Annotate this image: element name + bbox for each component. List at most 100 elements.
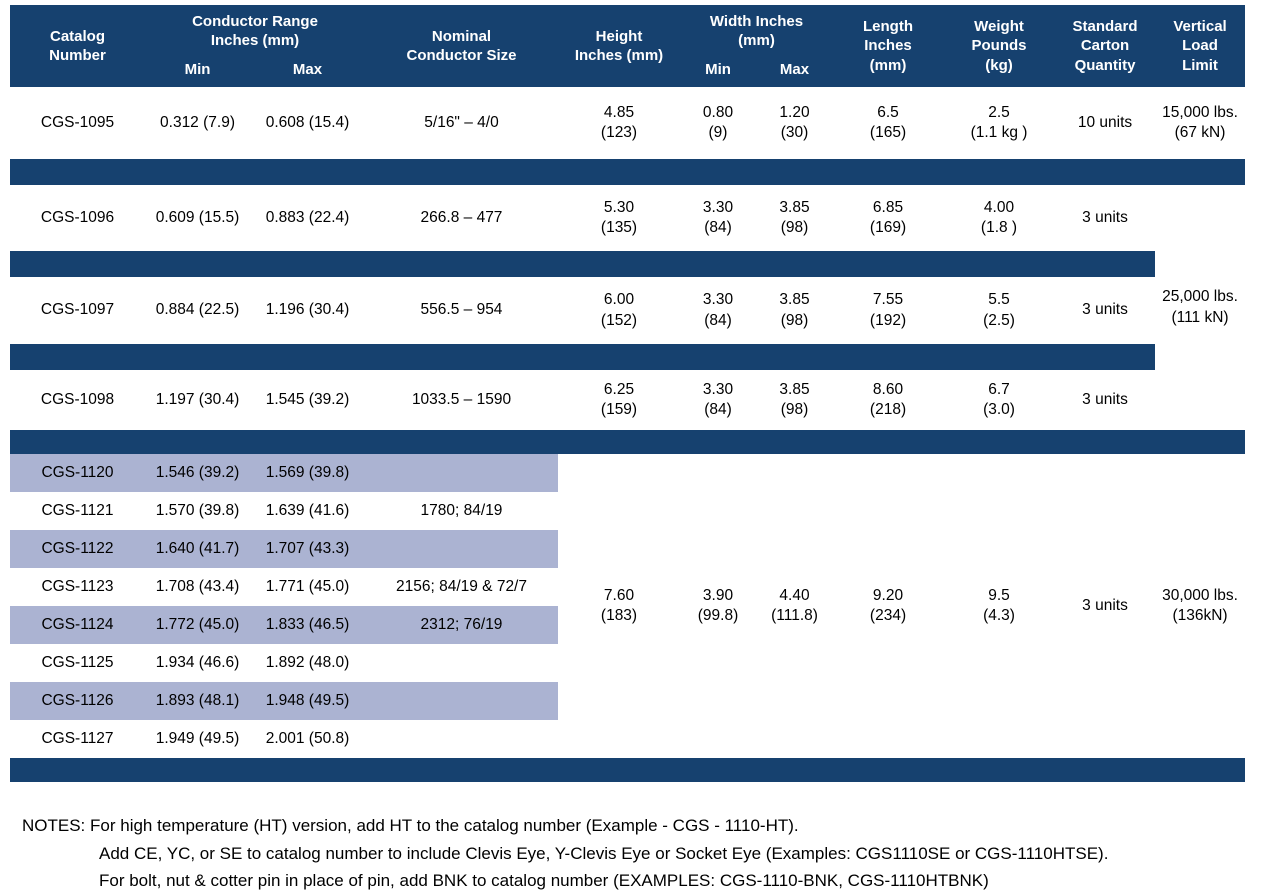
cell-width-max: 3.85 (98) [756,370,834,430]
cell-range-max: 1.196 (30.4) [250,277,365,344]
cell-height: 6.00 (152) [558,277,680,344]
cell-vertical-load: 15,000 lbs. (67 kN) [1155,87,1246,159]
cell-catalog: CGS-1123 [10,568,145,606]
cell-range-min: 1.546 (39.2) [145,454,250,492]
spec-table: Catalog Number Conductor Range Inches (m… [10,5,1246,782]
row-cgs-1122: CGS-1122 1.640 (41.7) 1.707 (43.3) [10,530,1245,568]
cell-carton: 3 units [1055,185,1156,251]
row-cgs-1120: CGS-1120 1.546 (39.2) 1.569 (39.8) 7.60 … [10,454,1246,758]
cell-length-merged: 9.20 (234) [833,454,944,758]
cell-range-max: 0.883 (22.4) [250,185,365,251]
cell-nominal [365,644,558,682]
cell-weight: 2.5 (1.1 kg ) [943,87,1056,159]
header-catalog-number: Catalog Number [10,5,145,87]
header-length: Length Inches (mm) [833,5,944,87]
cell-range-min: 1.934 (46.6) [145,644,250,682]
cell-nominal [365,454,558,492]
cell-width-min-merged: 3.90 (99.8) [680,454,756,758]
cell-height-merged: 7.60 (183) [558,454,680,758]
cell-nominal: 1033.5 – 1590 [365,370,558,430]
cell-carton: 3 units [1055,370,1156,430]
note-text: For high temperature (HT) version, add H… [90,816,799,835]
separator-bar [10,251,1156,277]
separator-bar [10,159,1246,185]
cell-range-min: 0.609 (15.5) [145,185,250,251]
cell-nominal: 2156; 84/19 & 72/7 [365,568,558,606]
cell-catalog: CGS-1125 [10,644,145,682]
header-range-min: Min [145,53,250,87]
row-cgs-1127: CGS-1127 1.949 (49.5) 2.001 (50.8) [10,720,1245,758]
cell-range-min: 1.708 (43.4) [145,568,250,606]
cell-catalog: CGS-1096 [10,185,145,251]
cell-length: 6.85 (169) [833,185,944,251]
cell-vertical-load-merged: 30,000 lbs. (136kN) [1155,454,1246,758]
notes-label: NOTES: [22,816,91,835]
cell-range-min: 1.949 (49.5) [145,720,250,758]
separator-bar [10,344,1156,370]
header-width: Width Inches (mm) [680,5,834,53]
cell-catalog: CGS-1098 [10,370,145,430]
cell-weight: 6.7 (3.0) [943,370,1056,430]
note-line-1: NOTES: For high temperature (HT) version… [22,812,1261,840]
cell-weight-merged: 9.5 (4.3) [943,454,1056,758]
header-vertical-load-limit: Vertical Load Limit [1155,5,1246,87]
cell-range-max: 1.771 (45.0) [250,568,365,606]
cell-vertical-load-merged: 25,000 lbs. (111 kN) [1155,185,1246,430]
cell-carton: 3 units [1055,277,1156,344]
table-body: CGS-1095 0.312 (7.9) 0.608 (15.4) 5/16" … [10,87,1246,782]
cell-range-min: 1.640 (41.7) [145,530,250,568]
cell-length: 6.5 (165) [833,87,944,159]
cell-range-max: 0.608 (15.4) [250,87,365,159]
cell-nominal [365,720,558,758]
cell-catalog: CGS-1122 [10,530,145,568]
cell-width-max-merged: 4.40 (111.8) [756,454,834,758]
row-cgs-1126: CGS-1126 1.893 (48.1) 1.948 (49.5) [10,682,1245,720]
separator-row [10,159,1246,185]
cell-weight: 5.5 (2.5) [943,277,1056,344]
header-nominal-conductor-size: Nominal Conductor Size [365,5,558,87]
header-row-groups: Catalog Number Conductor Range Inches (m… [10,5,1246,87]
row-cgs-1123: CGS-1123 1.708 (43.4) 1.771 (45.0) 2156;… [10,568,1245,606]
cell-catalog: CGS-1095 [10,87,145,159]
header-width-min: Min [680,53,756,87]
cell-height: 5.30 (135) [558,185,680,251]
note-line-3: For bolt, nut & cotter pin in place of p… [99,871,989,890]
cell-range-min: 0.884 (22.5) [145,277,250,344]
cell-height: 4.85 (123) [558,87,680,159]
row-cgs-1124: CGS-1124 1.772 (45.0) 1.833 (46.5) 2312;… [10,606,1245,644]
cell-range-min: 1.772 (45.0) [145,606,250,644]
row-cgs-1121: CGS-1121 1.570 (39.8) 1.639 (41.6) 1780;… [10,492,1245,530]
cell-width-min: 3.30 (84) [680,185,756,251]
cell-nominal: 5/16" – 4/0 [365,87,558,159]
notes: NOTES: For high temperature (HT) version… [22,812,1261,895]
cell-nominal: 2312; 76/19 [365,606,558,644]
cell-range-max: 1.948 (49.5) [250,682,365,720]
cell-carton: 10 units [1055,87,1156,159]
cell-nominal: 266.8 – 477 [365,185,558,251]
cell-width-min: 3.30 (84) [680,277,756,344]
cell-width-max: 1.20 (30) [756,87,834,159]
table-header: Catalog Number Conductor Range Inches (m… [10,5,1246,87]
header-range-max: Max [250,53,365,87]
header-conductor-range: Conductor Range Inches (mm) [145,5,365,53]
cell-weight: 4.00 (1.8 ) [943,185,1056,251]
cell-width-max: 3.85 (98) [756,277,834,344]
cell-range-min: 1.197 (30.4) [145,370,250,430]
cell-length: 8.60 (218) [833,370,944,430]
cell-width-min: 3.30 (84) [680,370,756,430]
separator-row [10,251,1245,277]
header-row-minmax: Min Max Min Max [10,53,1245,87]
separator-row [10,344,1245,370]
cell-range-max: 1.639 (41.6) [250,492,365,530]
cell-height: 6.25 (159) [558,370,680,430]
cell-range-min: 1.570 (39.8) [145,492,250,530]
note-line-2: Add CE, YC, or SE to catalog number to i… [99,843,1109,863]
cell-range-max: 1.833 (46.5) [250,606,365,644]
separator-bar [10,758,1246,782]
header-standard-carton-quantity: Standard Carton Quantity [1055,5,1156,87]
row-cgs-1095: CGS-1095 0.312 (7.9) 0.608 (15.4) 5/16" … [10,87,1246,159]
row-cgs-1125: CGS-1125 1.934 (46.6) 1.892 (48.0) [10,644,1245,682]
cell-nominal: 556.5 – 954 [365,277,558,344]
cell-nominal [365,530,558,568]
row-cgs-1098: CGS-1098 1.197 (30.4) 1.545 (39.2) 1033.… [10,370,1245,430]
